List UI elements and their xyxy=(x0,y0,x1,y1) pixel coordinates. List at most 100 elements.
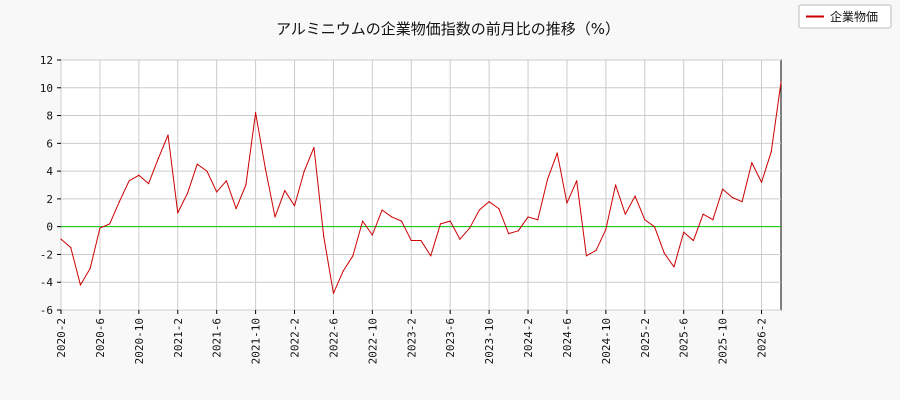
x-tick-label: 2026-2 xyxy=(756,318,769,358)
data-point xyxy=(147,183,150,185)
x-tick-label: 2021-6 xyxy=(211,318,224,358)
data-point xyxy=(254,112,257,114)
data-point xyxy=(624,213,626,215)
x-tick-label: 2021-10 xyxy=(250,318,263,364)
y-tick-label: 10 xyxy=(40,82,53,95)
data-point xyxy=(352,255,354,257)
data-point xyxy=(313,146,315,149)
data-point xyxy=(780,81,782,83)
data-point xyxy=(196,163,198,165)
x-tick-label: 2023-2 xyxy=(405,318,418,358)
data-point xyxy=(157,158,159,160)
x-axis: 2020-2 2020-6 2020-10 2021-2 2021-6 2021-10 20… xyxy=(55,310,769,364)
data-point xyxy=(206,170,208,172)
data-point xyxy=(109,223,111,225)
data-point xyxy=(323,235,325,237)
series-group xyxy=(60,81,782,294)
data-point xyxy=(177,212,179,214)
y-tick-label: -2 xyxy=(40,248,53,261)
legend-box xyxy=(798,4,892,29)
data-point xyxy=(614,184,617,186)
data-point xyxy=(546,178,549,181)
data-point xyxy=(70,246,72,249)
x-tick-label: 2024-2 xyxy=(522,318,535,358)
data-point xyxy=(371,234,373,236)
data-point xyxy=(216,191,218,193)
data-point xyxy=(751,162,753,164)
data-point xyxy=(118,201,120,203)
legend-label: 企業物価 xyxy=(830,9,878,24)
data-point xyxy=(653,226,656,228)
data-point xyxy=(488,201,490,203)
data-point xyxy=(537,219,539,221)
x-tick-label: 2021-2 xyxy=(172,318,185,358)
data-point xyxy=(167,134,169,136)
data-point xyxy=(410,239,412,242)
x-tick-label: 2022-10 xyxy=(366,318,379,364)
data-point xyxy=(663,252,665,254)
data-point xyxy=(634,195,636,197)
x-tick-label: 2024-10 xyxy=(600,318,613,364)
data-point xyxy=(585,255,588,257)
data-point xyxy=(332,292,335,294)
x-tick-label: 2020-6 xyxy=(94,318,107,358)
data-point xyxy=(89,267,91,269)
data-point xyxy=(60,238,62,240)
x-tick-label: 2020-10 xyxy=(133,318,146,364)
legend: 企業物価 xyxy=(798,4,892,29)
data-point xyxy=(245,184,247,186)
data-point xyxy=(760,181,763,183)
x-tick-label: 2024-6 xyxy=(561,318,574,358)
data-point xyxy=(722,188,724,190)
y-tick-label: 8 xyxy=(46,110,53,123)
x-tick-label: 2022-6 xyxy=(327,318,340,358)
data-point xyxy=(576,180,578,182)
data-point xyxy=(741,201,743,203)
y-tick-label: -6 xyxy=(40,304,53,317)
x-tick-label: 2022-2 xyxy=(289,318,302,358)
x-tick-label: 2023-6 xyxy=(444,318,457,358)
data-point xyxy=(439,223,442,225)
data-point xyxy=(692,239,695,242)
data-point xyxy=(400,220,403,222)
data-point xyxy=(459,238,461,240)
data-point xyxy=(644,219,646,221)
data-point xyxy=(264,167,266,169)
data-point xyxy=(683,231,685,233)
data-point xyxy=(303,170,305,172)
data-point xyxy=(605,228,607,231)
x-tick-label: 2020-2 xyxy=(55,318,68,358)
data-point xyxy=(381,209,383,211)
data-point xyxy=(138,174,140,176)
grid xyxy=(60,59,781,311)
data-point xyxy=(517,230,519,232)
data-point xyxy=(478,209,480,211)
data-point xyxy=(566,202,568,204)
data-point xyxy=(342,270,344,272)
data-point xyxy=(770,151,772,153)
data-point xyxy=(731,196,733,199)
data-point xyxy=(79,284,82,286)
data-point xyxy=(235,208,237,210)
data-point xyxy=(362,220,364,222)
data-point xyxy=(430,255,432,257)
data-point xyxy=(498,208,500,210)
data-point xyxy=(673,266,675,268)
data-point xyxy=(712,219,714,221)
y-axis: -6 -4 -2 0 2 4 6 8 10 12 xyxy=(40,54,61,317)
y-tick-label: -4 xyxy=(40,276,54,289)
data-point xyxy=(274,216,276,218)
data-point xyxy=(702,213,704,215)
data-point xyxy=(420,239,422,242)
plot-area xyxy=(60,59,782,311)
data-point xyxy=(556,152,558,154)
x-tick-label: 2023-10 xyxy=(483,318,496,364)
data-point xyxy=(99,227,101,229)
x-tick-label: 2025-6 xyxy=(678,318,691,358)
y-tick-label: 2 xyxy=(46,193,53,206)
y-tick-label: 0 xyxy=(46,221,53,234)
y-tick-label: 6 xyxy=(46,137,53,150)
data-point xyxy=(284,189,286,192)
data-point xyxy=(595,249,597,251)
